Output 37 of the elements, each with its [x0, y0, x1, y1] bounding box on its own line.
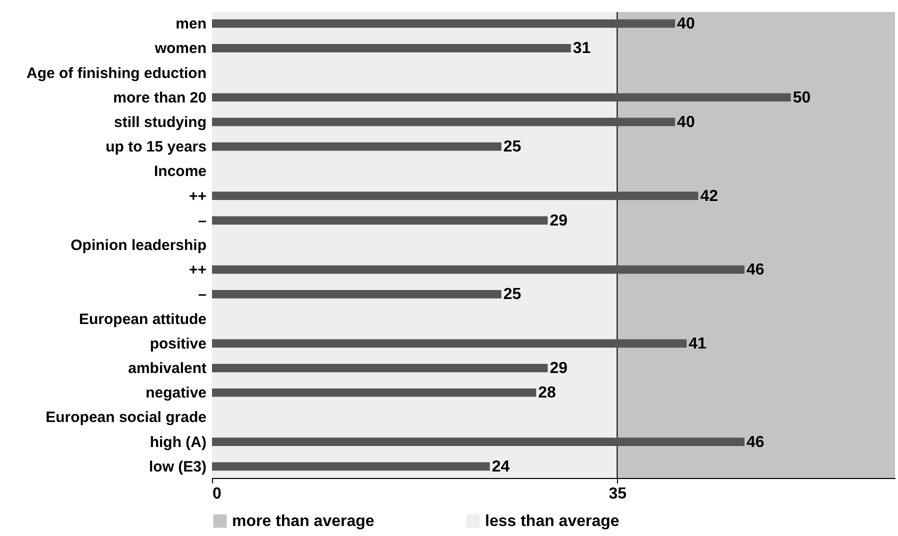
y-tick-label: men — [176, 16, 206, 33]
legend-label: more than average — [232, 513, 374, 530]
y-tick-label: negative — [146, 384, 206, 402]
data-label: 25 — [503, 286, 522, 304]
data-label: 31 — [572, 40, 591, 58]
legend-label: less than average — [485, 513, 620, 530]
y-tick-label: ambivalent — [128, 360, 206, 378]
data-label: 40 — [677, 16, 695, 33]
y-tick-label: low (E3) — [148, 458, 206, 476]
data-label: 46 — [746, 262, 764, 279]
y-tick-label: European attitude — [78, 310, 206, 328]
y-tick-label: – — [198, 286, 206, 304]
y-tick-label: European social grade — [46, 409, 206, 426]
y-tick-label: Opinion leadership — [70, 237, 206, 254]
data-label: 28 — [538, 384, 556, 402]
y-tick-label: women — [154, 40, 206, 58]
y-tick-label: more than 20 — [113, 89, 206, 106]
y-tick-label: Age of finishing eduction — [26, 64, 206, 82]
x-tick-label: 0 — [212, 486, 222, 502]
data-label: 29 — [550, 212, 568, 230]
y-tick-label: – — [198, 212, 206, 230]
y-tick-label: ++ — [188, 188, 207, 205]
y-tick-label: positive — [150, 335, 206, 352]
data-label: 25 — [503, 138, 522, 156]
y-tick-label: ++ — [188, 262, 207, 279]
data-label: 42 — [700, 188, 718, 205]
y-tick-label: high (A) — [150, 434, 206, 451]
data-label: 50 — [792, 89, 811, 106]
data-label: 40 — [677, 114, 695, 131]
y-tick-label: still studying — [114, 114, 206, 131]
x-tick-label: 35 — [608, 486, 627, 502]
data-label: 24 — [492, 458, 510, 476]
data-label: 46 — [746, 434, 764, 451]
y-tick-label: Income — [154, 163, 206, 180]
y-tick-label: up to 15 years — [106, 138, 206, 156]
data-label: 29 — [550, 360, 568, 378]
data-label: 41 — [688, 335, 707, 352]
